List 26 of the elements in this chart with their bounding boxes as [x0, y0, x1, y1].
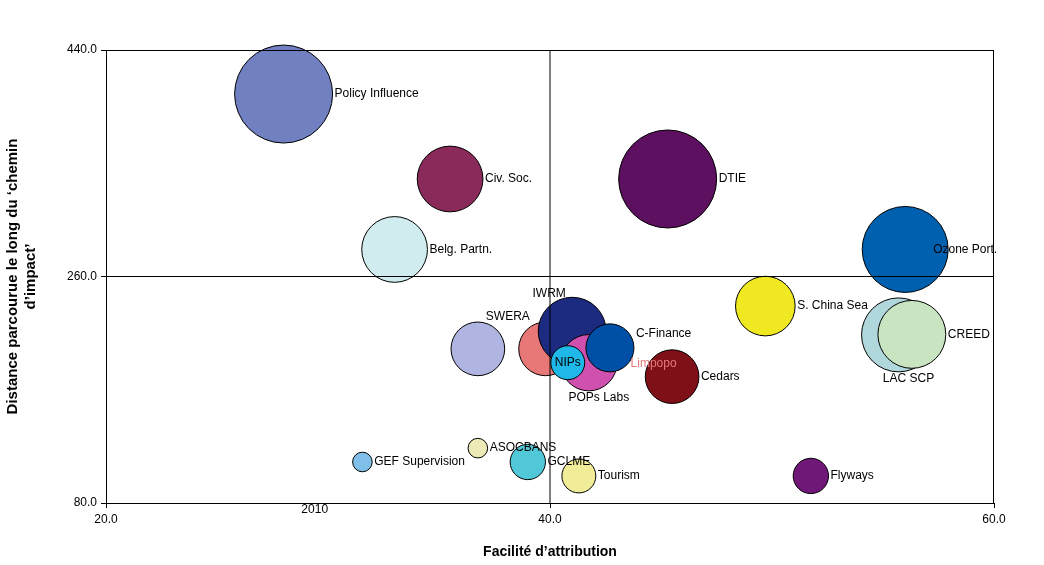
- x-tick-label: 60.0: [982, 511, 1006, 526]
- series-label: SWERA: [485, 309, 530, 324]
- series-label: GEF Supervision: [374, 454, 465, 469]
- x-axis-title: Facilité d’attribution: [483, 543, 617, 560]
- series-label: Tourism: [597, 468, 640, 483]
- x-tick-label: 40.0: [538, 511, 562, 526]
- series-label: LAC SCP: [882, 371, 935, 386]
- series-label: Policy Influence: [334, 86, 419, 101]
- y-tick-label: 80.0: [73, 495, 98, 510]
- x-tick-label: 20.0: [94, 511, 118, 526]
- series-label: Belg. Partn.: [429, 241, 493, 256]
- y-tick-label: 440.0: [66, 42, 98, 57]
- series-label: CREED: [947, 326, 991, 341]
- series-label: Civ. Soc.: [484, 171, 533, 186]
- series-label: S. China Sea: [797, 298, 869, 313]
- series-label: NIPs: [554, 355, 581, 370]
- series-label: GCLME: [547, 454, 591, 469]
- series-label: Flyways: [830, 468, 874, 483]
- series-label: C-Finance: [635, 326, 692, 341]
- y-tick-label: 260.0: [66, 268, 98, 283]
- series-label: Cedars: [700, 368, 740, 383]
- y-axis-title: Distance parcourue le long du ‘chemin d’impact’: [3, 138, 39, 415]
- series-label: POPs Labs: [568, 390, 630, 405]
- annotation: 2010: [301, 502, 329, 517]
- series-label: DTIE: [718, 171, 746, 186]
- series-label: IWRM: [532, 285, 566, 300]
